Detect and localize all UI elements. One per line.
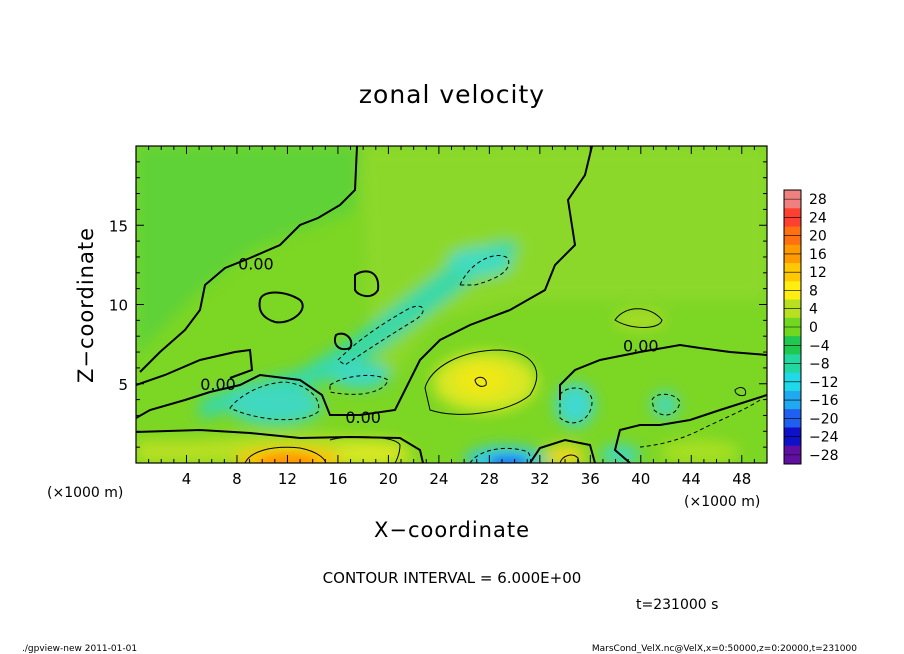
zero-contours xyxy=(136,146,767,463)
x-tick-label: 28 xyxy=(480,470,499,488)
contour-label: 0.00 xyxy=(200,375,236,394)
x-axis-title: X−coordinate xyxy=(374,518,530,542)
colorbar-label: −8 xyxy=(809,357,830,373)
negative-contours xyxy=(229,255,761,463)
x-tick-label: 44 xyxy=(682,470,701,488)
x-unit-left: (×1000 m) xyxy=(47,485,123,501)
y-tick-label: 15 xyxy=(109,217,128,235)
colorbar-label: −16 xyxy=(809,393,839,409)
contour-label: 0.00 xyxy=(345,408,381,427)
colorbar-label: 12 xyxy=(809,265,827,281)
x-tick-label: 32 xyxy=(530,470,549,488)
colorbar-label: −28 xyxy=(809,448,839,464)
y-tick-label: 5 xyxy=(118,376,128,394)
colorbar-label: 20 xyxy=(809,229,827,245)
colorbar-label: 16 xyxy=(809,247,827,263)
x-tick-label: 20 xyxy=(379,470,398,488)
x-tick-label: 16 xyxy=(328,470,347,488)
colorbar-label: 0 xyxy=(809,320,818,336)
positive-contours xyxy=(244,308,747,463)
x-tick-label: 8 xyxy=(232,470,242,488)
y-axis: 5 10 15 xyxy=(109,161,767,448)
footer-left: ./gpview-new 2011-01-01 xyxy=(22,644,137,654)
x-tick-label: 12 xyxy=(278,470,297,488)
colorbar-label: 24 xyxy=(809,210,827,226)
colorbar-label: −4 xyxy=(809,338,830,354)
heatmap-field xyxy=(136,146,767,463)
colorbar-label: 28 xyxy=(809,192,827,208)
x-tick-label: 24 xyxy=(429,470,448,488)
footer-right: MarsCond_VelX.nc@VelX,x=0:50000,z=0:2000… xyxy=(592,644,857,654)
chart-title: zonal velocity xyxy=(359,80,545,109)
contour-label: 0.00 xyxy=(623,337,659,356)
x-axis: 4 8 12 16 20 24 28 32 36 40 44 48 xyxy=(148,146,755,488)
x-unit-right: (×1000 m) xyxy=(684,494,760,510)
colorbar: 28 24 20 16 12 8 4 0 −4 −8 −12 −16 −20 −24 −28 xyxy=(783,189,839,465)
y-axis-title: Z−coordinate xyxy=(74,227,98,383)
x-tick-label: 36 xyxy=(581,470,600,488)
colorbar-label: −20 xyxy=(809,411,839,427)
x-tick-label: 48 xyxy=(732,470,751,488)
x-tick-label: 4 xyxy=(182,470,192,488)
time-label: t=231000 s xyxy=(636,597,718,613)
contour-interval: CONTOUR INTERVAL = 6.000E+00 xyxy=(323,569,582,587)
colorbar-label: −12 xyxy=(809,375,839,391)
contour-label-group: 0.00 0.00 0.00 0.00 xyxy=(200,254,658,427)
colorbar-label: 8 xyxy=(809,283,818,299)
colorbar-label: 4 xyxy=(809,302,818,318)
contour-label: 0.00 xyxy=(238,254,274,273)
x-tick-label: 40 xyxy=(631,470,650,488)
y-tick-label: 10 xyxy=(109,297,128,315)
colorbar-label: −24 xyxy=(809,430,839,446)
